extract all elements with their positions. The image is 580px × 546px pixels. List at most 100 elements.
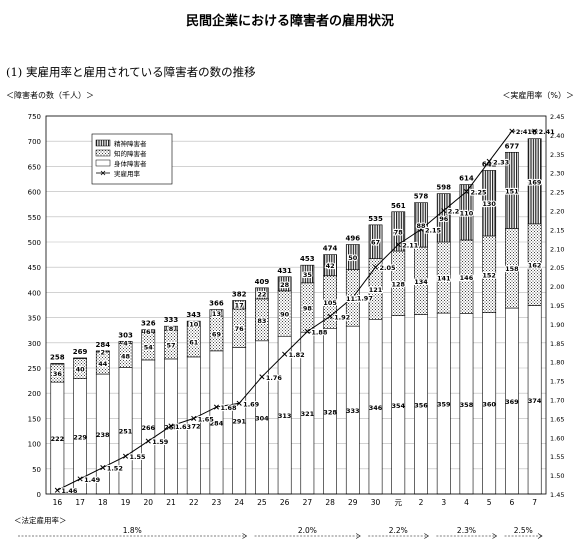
physical-value-label: 268 — [164, 423, 178, 431]
bar-segment-mental — [209, 309, 224, 317]
rate-value-label: 1.82 — [289, 351, 305, 359]
rate-point — [372, 264, 379, 270]
physical-value-label: 313 — [278, 412, 292, 420]
physical-value-label: 356 — [414, 401, 428, 409]
y-left-tick-label: 150 — [28, 415, 41, 423]
rate-marker-stroke — [168, 423, 174, 429]
bar-total-label: 333 — [164, 316, 179, 324]
plot-frame — [45, 115, 547, 495]
mental-value-label: 6 — [146, 328, 151, 336]
bar-segment-mental — [391, 211, 406, 252]
rate-point — [532, 128, 538, 134]
x-tick-label: 22 — [189, 498, 199, 507]
bar-segment-mental — [345, 244, 360, 271]
rate-point — [304, 328, 310, 335]
y-left-tick-label: 750 — [28, 113, 41, 121]
x-tick-label: 19 — [121, 498, 131, 507]
intellectual-value-label: 112 — [346, 295, 360, 303]
rate-point — [54, 487, 60, 493]
rate-point — [509, 128, 515, 134]
legal-rate-value: 2.3% — [457, 526, 476, 535]
bar-total-label: 705 — [527, 129, 542, 137]
rate-value-label: 1.46 — [61, 487, 78, 495]
rate-value-label: 1.68 — [220, 404, 237, 412]
intellectual-value-label: 105 — [323, 299, 337, 307]
y-right-tick-label: 2.25 — [550, 189, 564, 197]
intellectual-value-label: 141 — [437, 275, 451, 283]
x-tick-label: 4 — [464, 498, 469, 507]
mental-value-label: 35 — [303, 271, 313, 279]
y-left-tick-label: 50 — [32, 466, 41, 474]
y-right-tick-label: 2.35 — [550, 151, 564, 159]
legal-rate-value: 1.8% — [123, 526, 142, 535]
physical-value-label: 360 — [482, 400, 496, 408]
chart-subtitle: (1) 実雇用率と雇用されている障害者の数の推移 — [6, 65, 256, 79]
y-left-axis-label: ＜障害者の数（千人）＞ — [6, 90, 94, 100]
y-left-tick-label: 650 — [28, 163, 41, 171]
x-tick-label: 17 — [75, 498, 85, 507]
bar-segment-mental — [459, 184, 474, 241]
rate-point — [191, 415, 197, 421]
intellectual-value-label: 146 — [460, 274, 474, 282]
rate-point — [236, 400, 242, 406]
bar-total-label: 284 — [96, 341, 111, 349]
rate-marker-stroke — [145, 438, 151, 444]
mental-value-label: 78 — [394, 228, 404, 236]
rate-point — [282, 351, 288, 357]
bar-total-label: 343 — [186, 311, 201, 319]
rate-value-label: 1.63 — [175, 423, 191, 431]
physical-value-label: 291 — [232, 418, 246, 426]
mental-value-label: 42 — [326, 262, 335, 270]
x-tick-label: 21 — [166, 498, 176, 507]
mental-value-label: 13 — [212, 310, 221, 318]
y-right-tick-label: 1.75 — [550, 378, 564, 386]
y-right-tick-label: 2.45 — [550, 113, 564, 121]
legal-rate-arrowhead — [356, 533, 361, 539]
legend-swatch — [95, 149, 111, 157]
intellectual-value-label: 61 — [189, 339, 199, 347]
bar-segment-mental — [50, 363, 65, 365]
intellectual-value-label: 36 — [53, 370, 63, 378]
mental-value-label: 10 — [189, 321, 199, 329]
rate-marker-stroke — [486, 158, 492, 164]
legal-rate-value: 2.0% — [298, 526, 317, 535]
y-right-tick-label: 1.90 — [550, 321, 564, 329]
y-right-tick-label: 1.55 — [550, 453, 564, 461]
physical-value-label: 354 — [391, 402, 405, 410]
bar-segment-mental — [300, 264, 315, 284]
bar-total-label: 258 — [50, 353, 65, 361]
rate-marker-stroke — [77, 476, 83, 482]
bar-segment-mental — [95, 350, 110, 353]
physical-value-label: 369 — [505, 398, 519, 406]
rate-marker-stroke — [122, 453, 129, 459]
physical-value-label: 238 — [96, 431, 110, 439]
rate-point — [122, 453, 129, 459]
x-tick-label: 18 — [98, 498, 108, 507]
intellectual-value-label: 76 — [235, 325, 245, 333]
rate-marker-stroke — [441, 207, 447, 214]
x-tick-label: 元 — [395, 498, 403, 507]
rate-point — [100, 464, 106, 471]
rate-value-label: 1.52 — [107, 465, 123, 473]
physical-value-label: 272 — [187, 422, 201, 430]
rate-value-label: 2.25 — [470, 189, 487, 197]
y-left-tick-label: 500 — [28, 239, 41, 247]
y-right-tick-label: 2.30 — [550, 170, 564, 178]
rate-value-label: 1.69 — [243, 400, 260, 408]
rate-marker-stroke — [350, 294, 356, 300]
x-tick-label: 3 — [441, 498, 446, 507]
bar-segment-mental — [436, 193, 451, 243]
bar-total-label: 561 — [391, 202, 406, 210]
mental-value-label: 67 — [371, 239, 380, 247]
x-tick-label: 25 — [257, 498, 267, 507]
legend-swatch — [95, 139, 111, 147]
rate-marker-stroke — [259, 374, 265, 380]
y-left-tick-label: 200 — [28, 390, 41, 398]
legal-rate-label: ＜法定雇用率＞ — [14, 515, 67, 525]
bar-total-label: 642 — [482, 160, 497, 168]
physical-value-label: 229 — [73, 433, 87, 441]
bar-total-label: 474 — [323, 245, 338, 253]
x-tick-label: 5 — [487, 498, 492, 507]
rate-point — [168, 423, 174, 429]
legal-rate-arrowhead — [492, 533, 498, 539]
